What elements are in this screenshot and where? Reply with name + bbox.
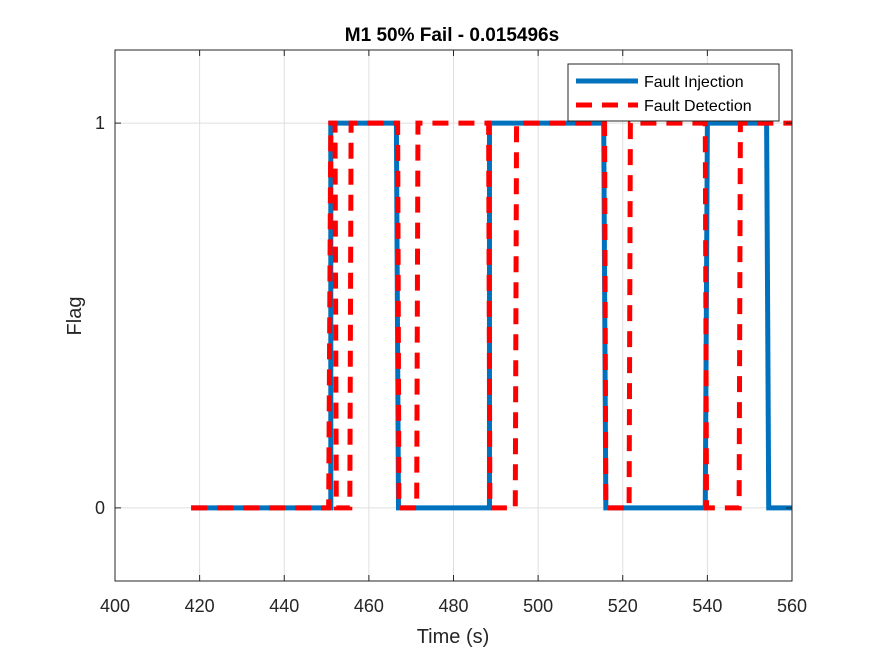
x-tick-label: 420 bbox=[185, 596, 215, 616]
series-layer bbox=[191, 120, 792, 511]
x-axis-label: Time (s) bbox=[417, 626, 490, 648]
x-tick-label: 540 bbox=[692, 596, 722, 616]
series-line-fault-detection bbox=[191, 120, 792, 511]
y-tick-label: 1 bbox=[95, 113, 105, 133]
x-tick-label: 400 bbox=[100, 596, 130, 616]
legend-box bbox=[567, 63, 780, 122]
x-tick-label: 500 bbox=[523, 596, 553, 616]
x-tick-label: 480 bbox=[438, 596, 468, 616]
legend: Fault Injection Fault Detection bbox=[567, 63, 780, 122]
legend-label-fault-detection: Fault Detection bbox=[644, 98, 752, 115]
x-tick-label: 560 bbox=[777, 596, 807, 616]
y-axis-label: Flag bbox=[64, 297, 86, 336]
x-tick-label: 460 bbox=[354, 596, 384, 616]
legend-label-fault-injection: Fault Injection bbox=[644, 74, 744, 91]
ticks-layer: 400 420 440 460 480 500 520 540 560 0 1 bbox=[95, 50, 807, 616]
x-tick-label: 520 bbox=[608, 596, 638, 616]
chart-title: M1 50% Fail - 0.015496s bbox=[345, 25, 559, 46]
series-line-fault-injection bbox=[191, 120, 792, 511]
y-tick-label: 0 bbox=[95, 498, 105, 518]
x-tick-label: 440 bbox=[269, 596, 299, 616]
